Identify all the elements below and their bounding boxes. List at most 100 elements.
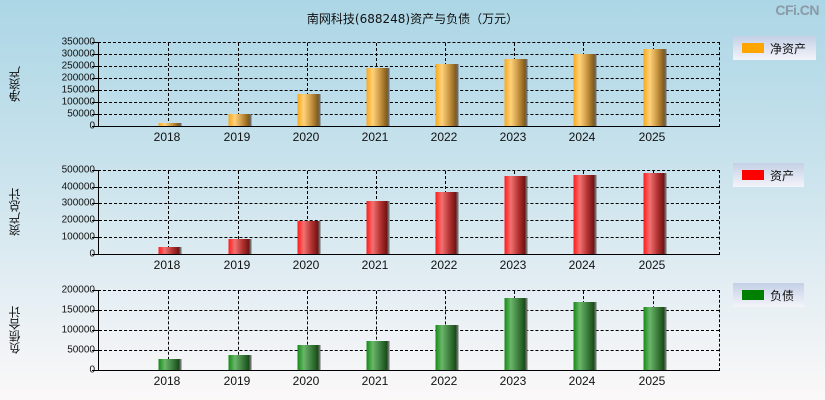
y-tick-mark: [92, 309, 98, 311]
y-tick-label: 400000: [61, 181, 95, 193]
x-tick-label: 2019: [223, 130, 251, 144]
y-axis-label: 负债合计: [8, 306, 22, 354]
legend-label: 负债: [770, 288, 795, 303]
y-tick-mark: [92, 101, 98, 103]
y-tick-label: 500000: [61, 164, 95, 176]
bar-2024[interactable]: [573, 302, 595, 370]
x-tick-label: 2024: [568, 130, 596, 144]
legend[interactable]: 净资产: [733, 36, 817, 60]
x-tick-label: 2021: [361, 374, 389, 388]
bar-2024[interactable]: [573, 54, 595, 126]
grid-line-horizontal: [99, 203, 719, 205]
bar-2023[interactable]: [504, 59, 526, 126]
grid-line-horizontal: [99, 236, 719, 238]
grid-line-vertical: [238, 171, 239, 254]
bar-2021[interactable]: [366, 340, 388, 370]
bar-2019[interactable]: [228, 238, 250, 254]
bar-2025[interactable]: [643, 307, 665, 370]
bar-2025[interactable]: [643, 49, 665, 126]
bar-2019[interactable]: [228, 354, 250, 370]
grid-line-vertical: [238, 43, 239, 126]
x-tick-label: 2021: [361, 258, 389, 272]
legend[interactable]: 资产: [733, 163, 805, 187]
x-tick-label: 2023: [499, 258, 527, 272]
y-tick-label: 300000: [61, 48, 95, 60]
x-tick-label: 2022: [430, 130, 458, 144]
x-tick-label: 2025: [638, 258, 666, 272]
grid-line-vertical: [168, 291, 169, 370]
y-axis-label: 净资产: [8, 66, 22, 102]
grid-line-horizontal: [99, 113, 719, 115]
bar-2022[interactable]: [435, 325, 457, 370]
x-tick-label: 2024: [568, 258, 596, 272]
chart-title: 南网科技(688248)资产与负债（万元）: [306, 12, 519, 26]
y-tick-label: 50000: [67, 108, 95, 120]
y-tick-mark: [92, 369, 98, 371]
y-tick-label: 250000: [61, 60, 95, 72]
legend[interactable]: 负债: [733, 283, 805, 307]
grid-line-horizontal: [99, 329, 719, 331]
x-tick-label: 2022: [430, 374, 458, 388]
bar-2019[interactable]: [228, 113, 250, 126]
x-tick-label: 2020: [292, 258, 320, 272]
x-tick-label: 2018: [153, 258, 181, 272]
watermark-logo: CFi.CN: [775, 2, 819, 18]
y-tick-label: 200000: [61, 72, 95, 84]
bar-2020[interactable]: [297, 344, 319, 370]
bar-2021[interactable]: [366, 201, 388, 254]
grid-line-vertical: [307, 291, 308, 370]
grid-line-horizontal: [99, 349, 719, 351]
x-tick-label: 2018: [153, 130, 181, 144]
y-tick-label: 150000: [61, 304, 95, 316]
x-tick-label: 2020: [292, 374, 320, 388]
bar-2020[interactable]: [297, 93, 319, 126]
y-tick-mark: [92, 329, 98, 331]
grid-line-vertical: [307, 43, 308, 126]
grid-line-vertical: [238, 291, 239, 370]
bar-2024[interactable]: [573, 175, 595, 254]
plot-area: [98, 42, 720, 127]
y-tick-mark: [92, 170, 98, 171]
bar-2018[interactable]: [158, 358, 180, 370]
y-tick-mark: [92, 203, 98, 205]
y-tick-label: 100000: [61, 231, 95, 243]
bar-2021[interactable]: [366, 68, 388, 126]
grid-line-horizontal: [99, 53, 719, 55]
x-tick-label: 2023: [499, 374, 527, 388]
grid-line-horizontal: [99, 65, 719, 67]
legend-swatch-icon: [742, 170, 764, 180]
y-tick-mark: [92, 42, 98, 43]
y-tick-label: 200000: [61, 214, 95, 226]
grid-line-horizontal: [99, 89, 719, 91]
y-tick-label: 100000: [61, 96, 95, 108]
legend-label: 资产: [770, 168, 795, 183]
bar-2020[interactable]: [297, 220, 319, 254]
grid-line-vertical: [307, 171, 308, 254]
bar-2023[interactable]: [504, 176, 526, 254]
y-tick-label: 200000: [61, 284, 95, 296]
y-tick-mark: [92, 186, 98, 188]
y-tick-mark: [92, 349, 98, 351]
bar-2025[interactable]: [643, 173, 665, 254]
legend-swatch-icon: [742, 43, 764, 53]
x-tick-label: 2021: [361, 130, 389, 144]
y-tick-mark: [92, 77, 98, 79]
plot-area: [98, 170, 720, 255]
grid-line-horizontal: [99, 220, 719, 222]
bar-2018[interactable]: [158, 246, 180, 254]
y-tick-mark: [92, 290, 98, 291]
y-tick-mark: [92, 53, 98, 55]
x-tick-label: 2023: [499, 130, 527, 144]
grid-line-horizontal: [99, 186, 719, 188]
x-tick-label: 2025: [638, 374, 666, 388]
bar-2022[interactable]: [435, 192, 457, 254]
bar-2023[interactable]: [504, 298, 526, 370]
bar-2022[interactable]: [435, 63, 457, 126]
x-tick-label: 2025: [638, 130, 666, 144]
grid-line-horizontal: [99, 77, 719, 79]
y-tick-label: 300000: [61, 197, 95, 209]
grid-line-vertical: [168, 43, 169, 126]
bar-2018[interactable]: [158, 122, 180, 126]
y-tick-mark: [92, 89, 98, 91]
legend-swatch-icon: [742, 290, 764, 300]
